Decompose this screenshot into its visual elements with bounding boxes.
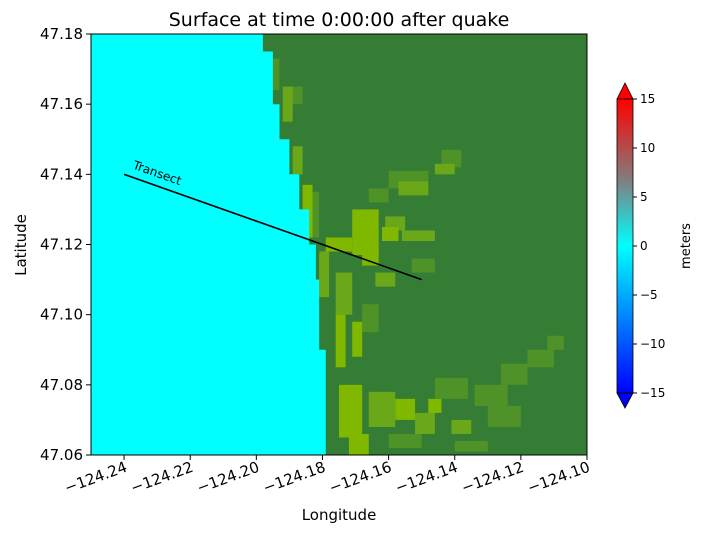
shore-cell-dark [547,335,564,350]
colorbar-ticks: −15 −10 −5 0 5 10 15 [633,92,665,400]
shore-cell-dark [441,149,462,168]
chart-title: Surface at time 0:00:00 after quake [169,9,510,31]
shore-cell-mid [401,230,435,241]
y-tick-label: 47.16 [40,95,83,113]
shore-vegetation [269,58,564,455]
shore-cell-mid [434,163,455,175]
y-axis-label: Latitude [12,214,30,276]
colorbar-gradient [617,99,633,393]
colorbar-tick-label: 15 [640,92,655,106]
x-tick-label: −124.22 [128,458,195,497]
shore-cell-light [352,209,379,256]
shore-cell-dark [269,58,280,91]
shore-cell-light [352,321,363,357]
colorbar-tick-label: 10 [640,141,655,155]
shore-cell-mid [375,272,396,287]
y-tick-label: 47.06 [40,446,83,464]
colorbar-tick-label: 0 [640,239,648,253]
shore-cell-light [348,433,369,455]
x-axis: −124.24−124.22−124.20−124.18−124.16−124.… [62,455,592,497]
x-tick-label: −124.14 [393,458,460,497]
y-tick-label: 47.12 [40,236,83,254]
shore-cell-light [428,398,442,413]
shore-cell-dark [487,405,521,427]
x-axis-label: Longitude [302,506,377,524]
shore-cell-dark [362,304,379,333]
x-tick-label: −124.18 [261,458,328,497]
shore-cell-light [395,398,416,420]
shore-cell-light [362,251,379,266]
y-tick-label: 47.10 [40,306,83,324]
colorbar-tick-label: −10 [640,337,665,351]
colorbar-tick-label: −5 [640,288,658,302]
colorbar-extend-min [616,392,634,409]
x-tick-label: −124.12 [459,458,526,497]
colorbar-label: meters [679,223,694,269]
water-region [91,34,333,455]
x-tick-label: −124.10 [525,458,592,497]
shore-cell-mid [292,146,303,175]
shore-cell-dark [527,349,554,368]
plot-area [91,34,587,455]
y-tick-label: 47.18 [40,25,83,43]
shore-cell-mid [451,419,472,434]
y-axis: 47.06 47.08 47.10 47.12 47.14 47.16 47.18 [40,25,91,464]
shore-cell-light [335,314,346,368]
x-tick-label: −124.16 [327,458,394,497]
shore-cell-light [381,226,399,241]
colorbar-extend-max [616,82,634,100]
shore-cell-mid [282,86,293,122]
shore-cell-dark [309,191,320,238]
colorbar-tick-label: −15 [640,386,665,400]
shore-cell-mid [398,181,429,196]
shore-cell-dark [411,258,435,273]
transect-line [123,173,422,281]
y-tick-label: 47.14 [40,165,83,183]
y-tick-label: 47.08 [40,376,83,394]
shore-cell-dark [474,384,508,406]
shore-cell-light [325,237,353,252]
shore-cell-dark [368,188,389,203]
shore-cell-mid [415,412,435,434]
x-tick-label: −124.20 [194,458,261,497]
shore-cell-mid [319,251,330,298]
shore-cell-dark [501,363,528,385]
shore-cell-dark [434,377,468,399]
shore-cell-dark [454,440,488,452]
colorbar-tick-label: 5 [640,190,648,204]
shore-cell-mid [368,391,396,427]
shore-cell-light [339,384,363,438]
colorbar: −15 −10 −5 0 5 10 15 meters [616,82,694,409]
shore-cell-mid [335,272,353,315]
shore-cell-dark [388,433,422,448]
